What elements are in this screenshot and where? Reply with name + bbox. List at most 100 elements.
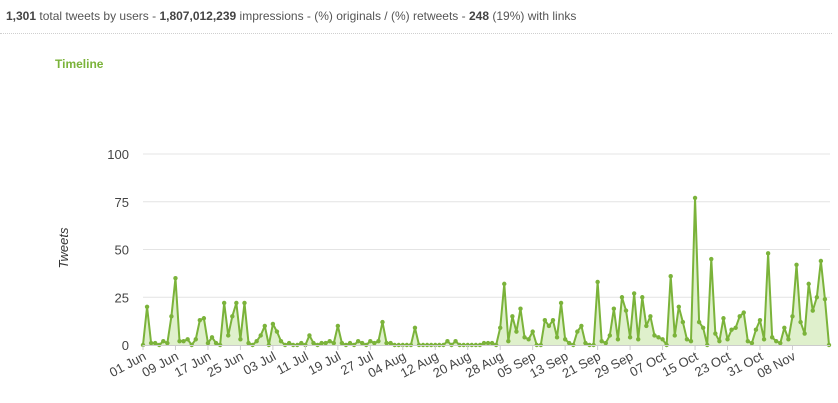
data-point[interactable]: [412, 325, 418, 331]
data-point[interactable]: [319, 340, 324, 346]
data-point[interactable]: [745, 338, 751, 344]
data-point[interactable]: [721, 316, 726, 321]
data-point[interactable]: [680, 319, 686, 325]
data-point[interactable]: [709, 256, 714, 262]
data-point[interactable]: [656, 335, 661, 340]
data-point[interactable]: [481, 340, 487, 346]
data-point[interactable]: [583, 340, 588, 346]
data-point[interactable]: [652, 333, 657, 338]
data-point[interactable]: [631, 291, 637, 296]
data-point[interactable]: [761, 337, 767, 342]
data-point[interactable]: [676, 304, 682, 309]
data-point[interactable]: [360, 340, 365, 346]
data-point[interactable]: [774, 338, 779, 344]
data-point[interactable]: [278, 338, 284, 344]
data-point[interactable]: [270, 321, 276, 327]
data-point[interactable]: [238, 337, 243, 342]
data-point[interactable]: [510, 314, 515, 319]
data-point[interactable]: [221, 300, 227, 306]
data-point[interactable]: [603, 340, 608, 346]
data-point[interactable]: [368, 338, 373, 344]
data-point[interactable]: [733, 325, 738, 331]
data-point[interactable]: [380, 319, 385, 325]
data-point[interactable]: [502, 281, 507, 287]
data-point[interactable]: [445, 338, 450, 344]
data-point[interactable]: [550, 317, 556, 323]
data-point[interactable]: [258, 333, 263, 338]
data-point[interactable]: [802, 331, 807, 336]
data-point[interactable]: [485, 340, 491, 346]
data-point[interactable]: [567, 340, 572, 346]
data-point[interactable]: [660, 337, 665, 342]
data-point[interactable]: [514, 329, 519, 334]
data-point[interactable]: [725, 337, 730, 342]
data-point[interactable]: [822, 296, 828, 302]
data-point[interactable]: [765, 251, 771, 256]
data-point[interactable]: [201, 316, 207, 321]
data-point[interactable]: [814, 295, 820, 300]
data-point[interactable]: [769, 335, 775, 340]
data-point[interactable]: [619, 295, 625, 300]
data-point[interactable]: [757, 317, 763, 323]
data-point[interactable]: [230, 314, 235, 319]
data-point[interactable]: [311, 340, 316, 346]
data-point[interactable]: [169, 314, 174, 319]
data-point[interactable]: [144, 304, 150, 309]
data-point[interactable]: [518, 306, 523, 311]
data-point[interactable]: [384, 340, 389, 346]
data-point[interactable]: [376, 338, 381, 344]
data-point[interactable]: [327, 338, 332, 344]
data-point[interactable]: [453, 338, 458, 344]
data-point[interactable]: [729, 327, 734, 332]
data-point[interactable]: [786, 337, 791, 342]
data-point[interactable]: [234, 300, 239, 306]
data-point[interactable]: [648, 314, 653, 319]
data-point[interactable]: [165, 340, 170, 346]
data-point[interactable]: [692, 195, 698, 201]
data-point[interactable]: [611, 306, 617, 311]
data-point[interactable]: [575, 329, 580, 334]
data-point[interactable]: [152, 340, 158, 346]
data-point[interactable]: [489, 340, 495, 346]
data-point[interactable]: [778, 340, 783, 346]
data-point[interactable]: [262, 323, 267, 329]
data-point[interactable]: [640, 295, 645, 300]
data-point[interactable]: [782, 325, 787, 331]
data-point[interactable]: [684, 337, 690, 342]
data-point[interactable]: [749, 340, 755, 346]
data-point[interactable]: [526, 337, 531, 342]
data-point[interactable]: [177, 338, 182, 344]
data-point[interactable]: [818, 258, 824, 264]
data-point[interactable]: [668, 274, 673, 279]
data-point[interactable]: [579, 323, 584, 329]
data-point[interactable]: [242, 300, 247, 306]
data-point[interactable]: [197, 317, 203, 323]
data-point[interactable]: [798, 319, 803, 325]
data-point[interactable]: [388, 340, 393, 346]
data-point[interactable]: [355, 338, 361, 344]
data-point[interactable]: [530, 329, 535, 334]
data-point[interactable]: [347, 340, 353, 346]
data-point[interactable]: [173, 275, 178, 281]
data-point[interactable]: [148, 340, 154, 346]
data-point[interactable]: [607, 333, 612, 338]
data-point[interactable]: [623, 308, 629, 313]
data-point[interactable]: [498, 325, 503, 331]
data-point[interactable]: [323, 340, 328, 346]
data-point[interactable]: [226, 333, 231, 338]
data-point[interactable]: [546, 323, 552, 329]
data-point[interactable]: [615, 337, 621, 342]
data-point[interactable]: [672, 333, 677, 338]
data-point[interactable]: [213, 340, 219, 346]
data-point[interactable]: [700, 325, 706, 331]
data-point[interactable]: [562, 337, 568, 342]
data-point[interactable]: [331, 340, 336, 346]
data-point[interactable]: [688, 338, 694, 344]
data-point[interactable]: [286, 340, 292, 346]
data-point[interactable]: [696, 319, 702, 325]
data-point[interactable]: [636, 337, 641, 342]
data-point[interactable]: [554, 335, 560, 340]
data-point[interactable]: [209, 335, 215, 340]
data-point[interactable]: [193, 337, 198, 342]
data-point[interactable]: [205, 340, 211, 346]
